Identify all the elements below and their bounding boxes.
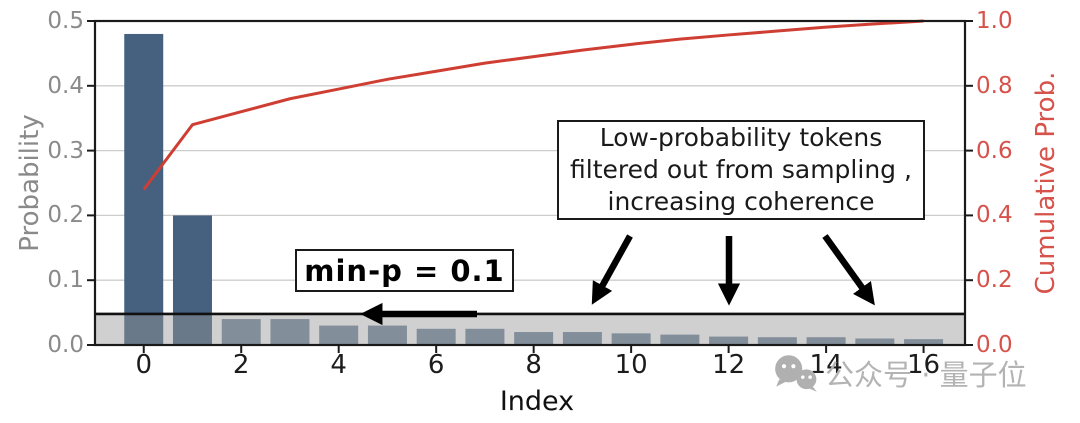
y-tick-label-right: 0.4 bbox=[976, 202, 1013, 229]
probability-bar bbox=[124, 33, 164, 346]
x-tick-label: 12 bbox=[712, 350, 746, 380]
probability-bar bbox=[562, 332, 602, 345]
x-tick-label: 10 bbox=[614, 350, 648, 380]
y-tick-label-right: 0.0 bbox=[976, 332, 1013, 358]
probability-bar bbox=[904, 339, 944, 345]
watermark: 公众号 · 量子位 bbox=[772, 352, 1027, 394]
probability-bar bbox=[221, 319, 261, 345]
x-tick-label: 16 bbox=[907, 350, 941, 380]
y-tick-label-right: 0.2 bbox=[976, 267, 1013, 294]
probability-bar bbox=[416, 328, 456, 345]
probability-bar bbox=[465, 328, 505, 345]
arrow-to-filtered-tokens-left bbox=[591, 234, 633, 305]
plot-frame bbox=[93, 19, 967, 347]
y-tick-label-left: 0.4 bbox=[47, 72, 84, 99]
probability-bar bbox=[660, 334, 700, 345]
x-tick-label: 0 bbox=[135, 350, 152, 380]
probability-bar bbox=[319, 325, 359, 345]
probability-bar bbox=[709, 336, 749, 345]
x-tick-label: 6 bbox=[427, 350, 445, 380]
annotation-arrows bbox=[360, 234, 875, 326]
probability-bar bbox=[270, 319, 310, 345]
arrow-to-filtered-tokens-right bbox=[822, 234, 875, 306]
probability-bar bbox=[855, 338, 895, 345]
cumulative-prob-line bbox=[142, 19, 924, 191]
x-axis-label: Index bbox=[499, 386, 575, 417]
y-tick-label-left: 0.3 bbox=[47, 137, 84, 164]
probability-bar bbox=[757, 337, 797, 345]
x-tick-label: 4 bbox=[330, 350, 347, 380]
filter-note-line-3: increasing coherence bbox=[607, 187, 875, 216]
x-tick-label: 2 bbox=[232, 350, 250, 380]
probability-bar bbox=[611, 333, 651, 345]
y-tick-label-left: 0.1 bbox=[47, 267, 84, 294]
y-axis-label-right: Cumulative Prob. bbox=[1031, 71, 1061, 295]
probability-bar bbox=[514, 332, 554, 345]
filtered-band bbox=[95, 313, 965, 345]
plot-area bbox=[87, 19, 973, 353]
probability-bar bbox=[172, 215, 212, 345]
y-tick-label-right: 0.8 bbox=[976, 72, 1013, 99]
x-tick-label: 14 bbox=[809, 350, 843, 380]
filter-annotation-box: Low-probability tokens filtered out from… bbox=[557, 120, 925, 220]
watermark-text: 公众号 · 量子位 bbox=[825, 358, 1027, 392]
filter-note-line-2: filtered out from sampling , bbox=[570, 155, 912, 184]
y-axis-label-left: Probability bbox=[15, 114, 45, 252]
probability-bar bbox=[367, 325, 407, 345]
y-tick-label-right: 1.0 bbox=[976, 8, 1013, 34]
chart-layer bbox=[87, 19, 973, 353]
wechat-icon bbox=[775, 355, 817, 392]
minp-label-box: min-p = 0.1 bbox=[295, 249, 514, 292]
y-tick-label-left: 0.0 bbox=[47, 332, 84, 358]
filter-note-line-1: Low-probability tokens bbox=[599, 123, 883, 152]
probability-bar bbox=[806, 337, 846, 345]
y-tick-label-left: 0.2 bbox=[47, 202, 84, 229]
y-tick-label-right: 0.6 bbox=[976, 137, 1013, 164]
x-tick-label: 8 bbox=[525, 350, 542, 380]
y-tick-label-left: 0.5 bbox=[47, 8, 84, 34]
